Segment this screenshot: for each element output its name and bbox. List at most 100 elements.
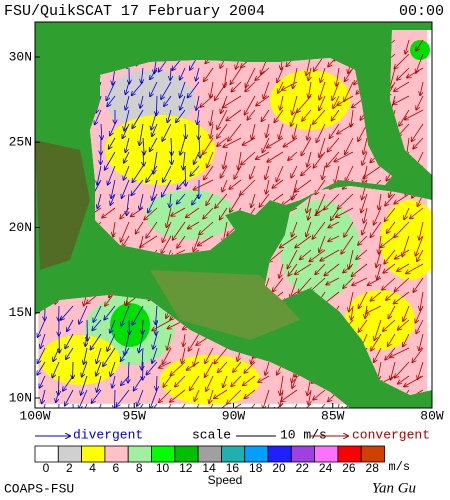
wind-vector [79,305,88,324]
wind-vector [230,193,242,212]
wind-vector [65,389,74,406]
wind-vector [418,361,424,379]
wind-vector [139,123,144,145]
wind-vector [374,319,382,340]
wind-vector [320,67,326,82]
wind-vector [394,221,410,237]
wind-vector [66,347,74,359]
wind-vector [415,235,424,256]
wind-vector [173,221,186,240]
wind-vector [363,165,382,178]
wind-vector [293,67,298,88]
colorbar-tick: 16 [226,461,240,475]
wind-vector [40,333,46,348]
wind-vector [277,67,284,82]
wind-vector [313,403,326,408]
colorbar-tick: 4 [89,461,96,475]
wind-vector [95,109,102,124]
wind-vector [109,137,116,149]
wind-vector [290,277,298,298]
wind-vector [226,403,242,408]
wind-vector [343,277,354,288]
wind-vector [199,221,214,235]
colorbar-swatch [197,445,222,463]
wind-vector [187,361,200,370]
wind-vector [214,389,228,399]
wind-vector [394,291,410,304]
wind-vector [197,109,199,124]
colorbar-swatch [290,445,315,463]
wind-vector [393,95,410,104]
wind-vector [292,221,298,237]
wind-vector [228,123,242,141]
wind-vector [338,193,354,209]
wind-vector [153,333,158,349]
wind-vector [180,67,186,80]
wind-vector [131,207,144,216]
wind-vector [84,347,88,364]
wind-vector [194,151,200,164]
wind-vector [218,361,228,372]
wind-vector [183,333,185,346]
lon-label: 80W [420,408,444,423]
wind-vector [288,263,298,276]
wind-vector [127,193,129,215]
wind-vector [344,81,354,101]
wind-vector [377,263,382,279]
wind-vector [300,249,312,259]
wind-vector [326,151,340,167]
wind-vector [206,193,214,205]
wind-vector [362,151,368,165]
wind-vector [104,305,116,320]
wind-vector [108,165,116,185]
colorbar-swatch [337,445,362,463]
wind-vector [159,389,172,402]
colorbar-swatch [127,445,152,463]
wind-vector [291,165,298,178]
wind-vector [328,235,340,241]
wind-vector [180,95,186,110]
wind-vector [295,263,312,274]
wind-vector [152,123,158,136]
wind-vector [363,137,368,154]
wind-vector [188,81,200,97]
wind-vector [230,67,242,84]
wind-vector [280,375,284,395]
lat-label: 10N [9,390,32,405]
wind-vector [358,235,368,245]
wind-vector [220,207,228,220]
wind-vector [293,123,298,139]
wind-vector [316,123,326,142]
wind-vector [413,277,424,292]
wind-vector [192,193,200,205]
signature: Yan Gu [372,480,416,496]
wind-vector [384,207,396,221]
wind-vector [405,39,410,54]
wind-vector [167,109,172,122]
wind-vector [388,305,396,318]
convergent-label: convergent [352,427,430,442]
wind-vector [266,179,270,194]
wind-vector [120,207,130,219]
wind-vector [170,67,171,80]
wind-vector [313,151,326,168]
wind-vector [121,305,130,326]
wind-vector [150,389,158,408]
wind-vector [163,165,172,182]
wind-vector [395,277,410,291]
wind-vector [416,39,424,51]
colorbar-tick: 8 [136,461,143,475]
wind-vector [101,123,102,139]
wind-vector [92,319,102,330]
wind-vector [159,361,172,368]
wind-vector [345,67,354,81]
wind-vector [198,235,214,246]
wind-vector [398,319,410,330]
title: FSU/QuikSCAT 17 February 2004 [4,3,265,20]
wind-vector [97,375,102,392]
wind-vector [107,333,116,351]
wind-vector [267,151,284,162]
wind-vector [420,291,424,310]
wind-vector [383,263,396,273]
wind-vector [413,137,424,149]
